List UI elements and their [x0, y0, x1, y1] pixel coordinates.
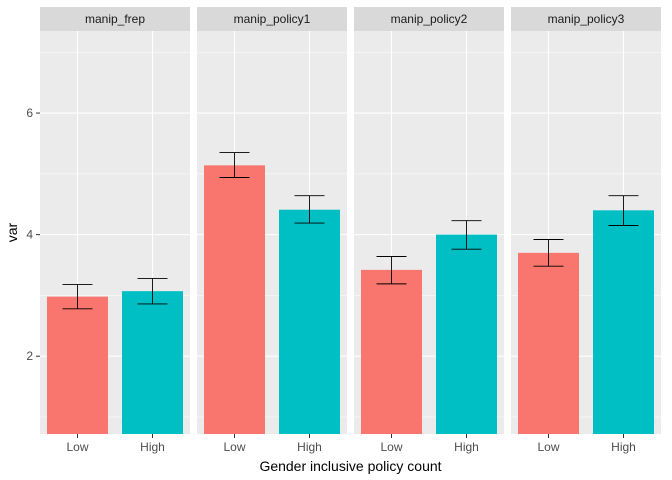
bar-policy2-low — [361, 269, 422, 434]
x-tick-label: Low — [380, 440, 402, 454]
x-tick-label: High — [611, 440, 636, 454]
facet-label-policy3: manip_policy3 — [548, 12, 625, 26]
bar-policy3-high — [593, 210, 654, 434]
bar-policy3-low — [518, 252, 579, 434]
x-tick-label: Low — [66, 440, 88, 454]
bar-frep-low — [47, 296, 108, 434]
x-tick-label: High — [140, 440, 165, 454]
facet-strip-policy2 — [354, 7, 504, 31]
facet-strip-policy3 — [511, 7, 661, 31]
x-axis-title: Gender inclusive policy count — [259, 458, 441, 474]
x-tick-label: Low — [537, 440, 559, 454]
y-tick-label: 4 — [26, 228, 33, 242]
x-tick-label: Low — [223, 440, 245, 454]
facet-label-policy2: manip_policy2 — [391, 12, 468, 26]
y-axis-title: var — [4, 222, 20, 242]
facet-strip-frep — [40, 7, 190, 31]
bar-policy1-high — [279, 209, 340, 434]
y-tick-label: 2 — [26, 349, 33, 363]
facet-strip-policy1 — [197, 7, 347, 31]
x-tick-label: High — [297, 440, 322, 454]
y-tick-label: 6 — [26, 106, 33, 120]
bar-frep-high — [122, 291, 183, 434]
bar-policy1-low — [204, 165, 265, 435]
facet-label-frep: manip_frep — [85, 12, 145, 26]
bar-policy2-high — [436, 234, 497, 434]
facet-label-policy1: manip_policy1 — [234, 12, 311, 26]
x-tick-label: High — [454, 440, 479, 454]
